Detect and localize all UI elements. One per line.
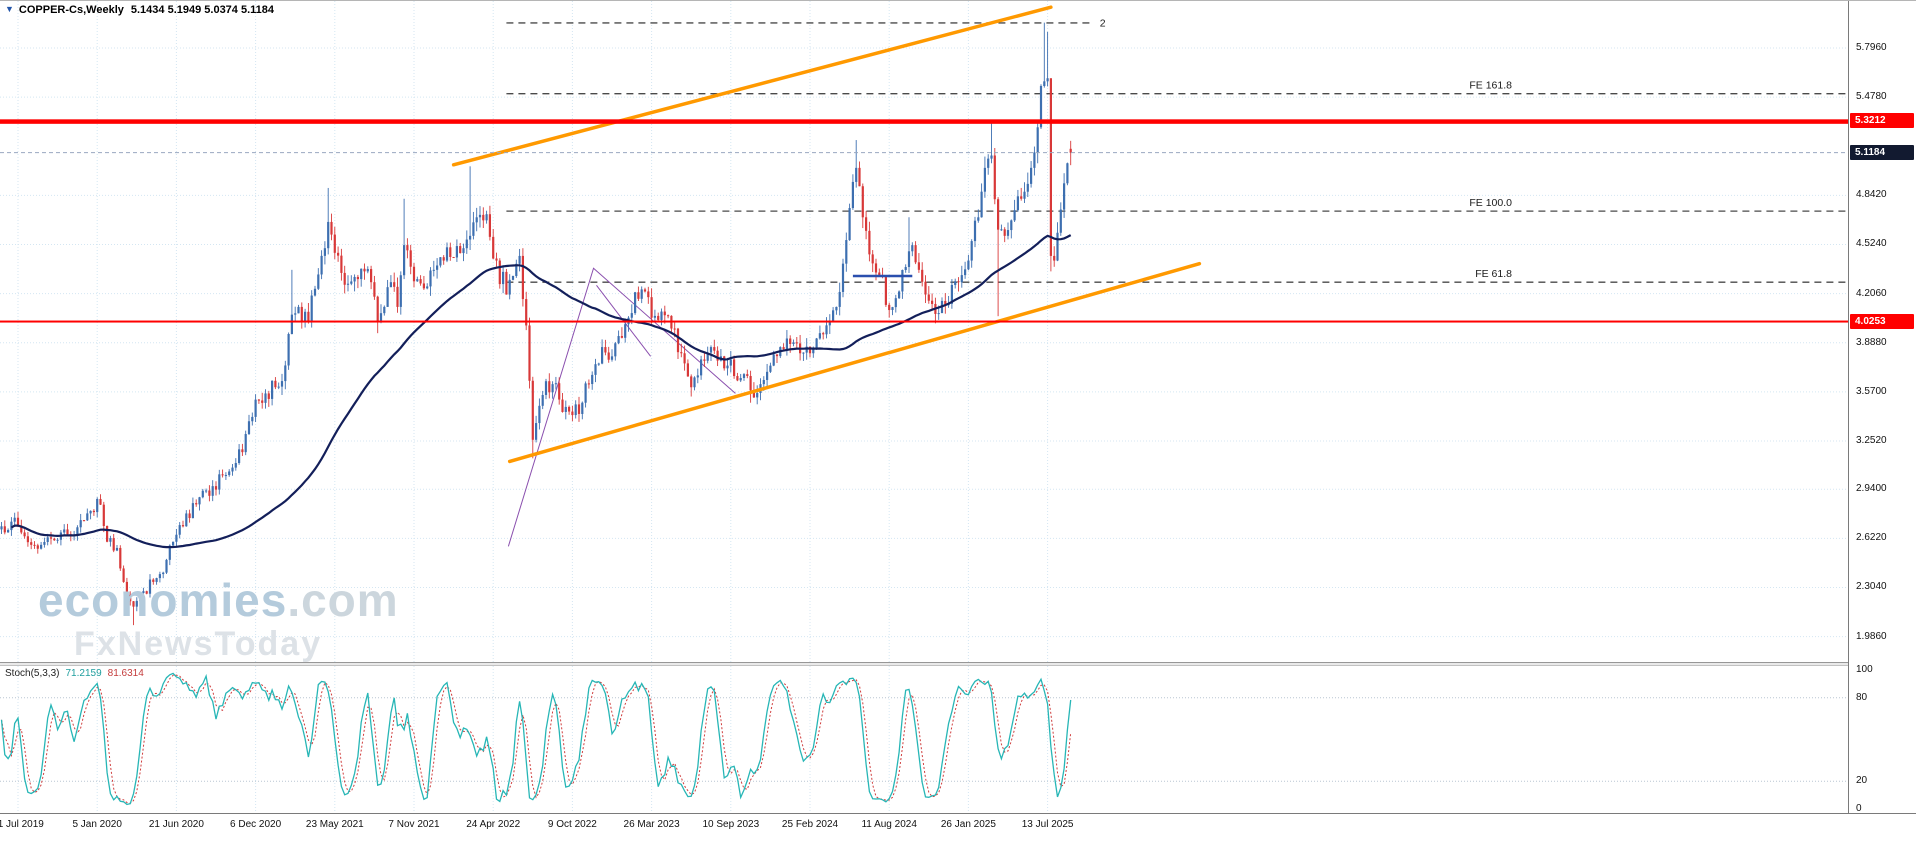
stoch-tick: 100 <box>1856 664 1873 675</box>
chart-title: ▼ COPPER-Cs,Weekly 5.1434 5.1949 5.0374 5.… <box>5 4 274 16</box>
stoch-grid-layer <box>0 666 1848 813</box>
main-chart-pane[interactable]: FE 161.8 FE 100.0 FE 61.8 2 economies.com F… <box>0 1 1848 662</box>
price-tick: 3.2520 <box>1856 435 1887 447</box>
resistance-price-badge: 5.3212 <box>1850 113 1914 129</box>
price-tick: 2.9400 <box>1856 483 1887 495</box>
x-axis-date: 26 Jan 2025 <box>940 819 996 830</box>
x-axis-date: 26 Mar 2023 <box>623 819 680 830</box>
symbol-period-label: COPPER-Cs,Weekly <box>18 4 124 16</box>
price-tick: 1.9860 <box>1856 630 1887 642</box>
support-line <box>0 320 1848 323</box>
price-tick: 3.5700 <box>1856 385 1887 397</box>
stochastic-pane[interactable]: Stoch(5,3,3) 71.2159 81.6314 <box>0 666 1848 813</box>
x-axis-date: 21 Jul 2019 <box>0 819 44 830</box>
support-price-badge: 4.0253 <box>1850 313 1914 329</box>
stochastic-k-value: 71.2159 <box>65 668 102 679</box>
price-tick: 2.6220 <box>1856 532 1887 544</box>
pane-separator[interactable] <box>0 662 1916 666</box>
fib-label: FE 61.8 <box>1475 268 1512 280</box>
resistance-line <box>0 119 1848 124</box>
fib-expansion-lines <box>506 22 1848 283</box>
price-tick: 4.5240 <box>1856 238 1887 250</box>
x-axis-date: 11 Aug 2024 <box>861 819 917 830</box>
price-chart-canvas[interactable]: FE 161.8 FE 100.0 FE 61.8 2 <box>0 1 1848 662</box>
stoch-tick: 20 <box>1856 775 1868 787</box>
stoch-main-line <box>0 672 1072 806</box>
fib-label: FE 100.0 <box>1469 197 1512 209</box>
price-tick: 4.8420 <box>1856 189 1887 201</box>
chart-menu-icon: ▼ <box>5 4 14 14</box>
price-tick: 5.7960 <box>1856 41 1887 53</box>
watermark-brand-suffix: .com <box>287 574 399 626</box>
stoch-tick: 0 <box>1856 803 1862 814</box>
stochastic-d-value: 81.6314 <box>107 668 144 679</box>
stochastic-name: Stoch(5,3,3) <box>5 668 60 679</box>
stochastic-label: Stoch(5,3,3) 71.2159 81.6314 <box>5 668 144 679</box>
ohlc-values: 5.1434 5.1949 5.0374 5.1184 <box>130 4 275 16</box>
x-axis-date: 21 Jun 2020 <box>148 819 204 830</box>
stoch-tick: 80 <box>1856 691 1868 703</box>
grid-layer <box>0 1 1848 662</box>
time-axis[interactable]: 21 Jul 2019 5 Jan 2020 21 Jun 2020 6 Dec 20… <box>0 813 1916 841</box>
stoch-signal-line <box>1 674 1072 804</box>
x-axis-date: 13 Jul 2025 <box>1021 819 1074 830</box>
x-axis-date: 10 Sep 2023 <box>702 819 760 830</box>
wave-two-label: 2 <box>1100 17 1106 29</box>
x-axis-date: 9 Oct 2022 <box>547 819 597 830</box>
watermark-brand: economies <box>38 574 288 626</box>
candles-layer <box>0 22 1072 626</box>
moving-average-line <box>10 234 1072 549</box>
stochastic-canvas[interactable] <box>0 666 1848 813</box>
x-axis-date: 23 May 2021 <box>305 819 364 830</box>
x-axis-date: 24 Apr 2022 <box>466 819 521 830</box>
current-price-badge: 5.1184 <box>1850 144 1914 160</box>
price-tick: 5.4780 <box>1856 91 1887 103</box>
price-tick: 3.8880 <box>1856 336 1887 348</box>
x-axis-date: 5 Jan 2020 <box>72 819 122 830</box>
fib-label: FE 161.8 <box>1469 80 1512 92</box>
x-axis-date: 6 Dec 2020 <box>230 819 282 830</box>
watermark-fxnewstoday: FxNewsToday <box>74 625 323 662</box>
price-axis[interactable]: 5.7960 5.4780 4.8420 4.5240 4.2060 3.8880 3.57… <box>1848 1 1916 814</box>
watermark-economies: economies.com <box>38 573 399 627</box>
price-tick: 2.3040 <box>1856 581 1887 593</box>
price-tick: 4.2060 <box>1856 287 1887 299</box>
orange-channel-lines <box>451 5 1202 464</box>
x-axis-date: 25 Feb 2024 <box>781 819 839 830</box>
x-axis-date: 7 Nov 2021 <box>388 819 440 830</box>
